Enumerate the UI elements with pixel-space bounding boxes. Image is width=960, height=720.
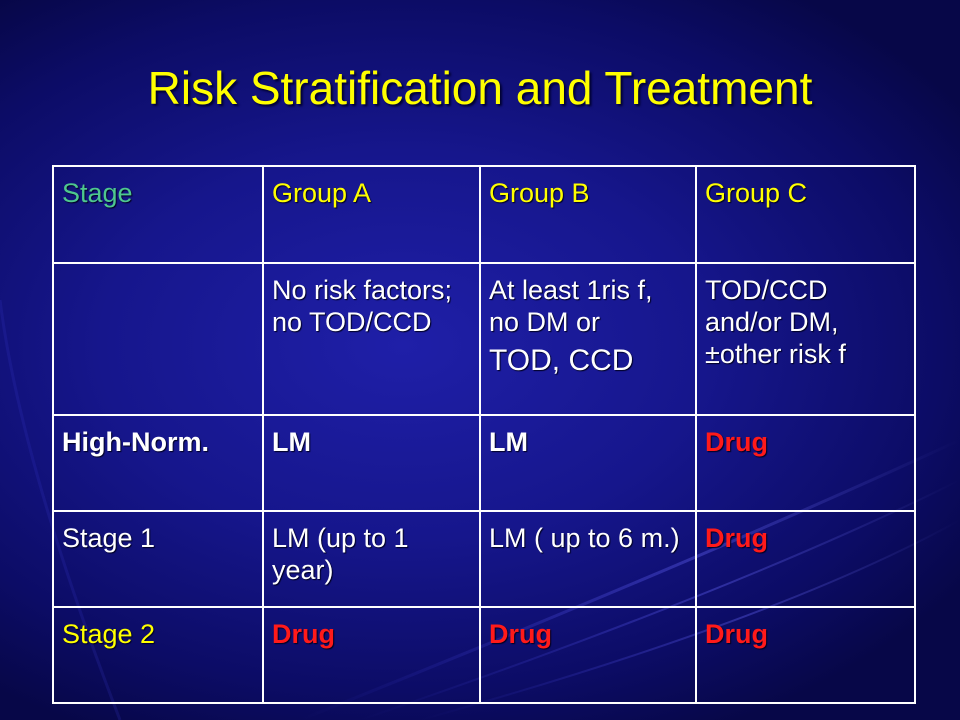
description-group-b: At least 1ris f, no DM or TOD, CCD — [479, 262, 697, 416]
row-group-c: Drug — [695, 414, 916, 512]
row-group-a: LM — [262, 414, 481, 512]
header-group-a: Group A — [262, 165, 481, 264]
header-stage: Stage — [52, 165, 264, 264]
row-group-b: Drug — [479, 606, 697, 704]
description-group-a: No risk factors; no TOD/CCD — [262, 262, 481, 416]
row-group-b: LM — [479, 414, 697, 512]
row-group-a: LM (up to 1 year) — [262, 510, 481, 608]
description-group-b-line2: TOD, CCD — [489, 344, 634, 377]
row-group-c: Drug — [695, 510, 916, 608]
header-group-b: Group B — [479, 165, 697, 264]
description-group-b-line1: At least 1ris f, no DM or — [489, 275, 653, 337]
table-row: High-Norm. LM LM Drug — [52, 414, 916, 512]
row-group-b: LM ( up to 6 m.) — [479, 510, 697, 608]
slide-title: Risk Stratification and Treatment — [147, 62, 813, 114]
table-description-row: No risk factors; no TOD/CCD At least 1ri… — [52, 262, 916, 416]
row-stage-label: Stage 2 — [52, 606, 264, 704]
table-header-row: Stage Group A Group B Group C — [52, 165, 916, 264]
table-row: Stage 2 Drug Drug Drug — [52, 606, 916, 704]
row-stage-label: Stage 1 — [52, 510, 264, 608]
risk-table: Stage Group A Group B Group C No risk fa… — [52, 165, 916, 704]
row-stage-label: High-Norm. — [52, 414, 264, 512]
header-group-c: Group C — [695, 165, 916, 264]
description-group-c: TOD/CCD and/or DM, ±other risk f — [695, 262, 916, 416]
description-stage-cell — [52, 262, 264, 416]
row-group-c: Drug — [695, 606, 916, 704]
table-row: Stage 1 LM (up to 1 year) LM ( up to 6 m… — [52, 510, 916, 608]
row-group-a: Drug — [262, 606, 481, 704]
